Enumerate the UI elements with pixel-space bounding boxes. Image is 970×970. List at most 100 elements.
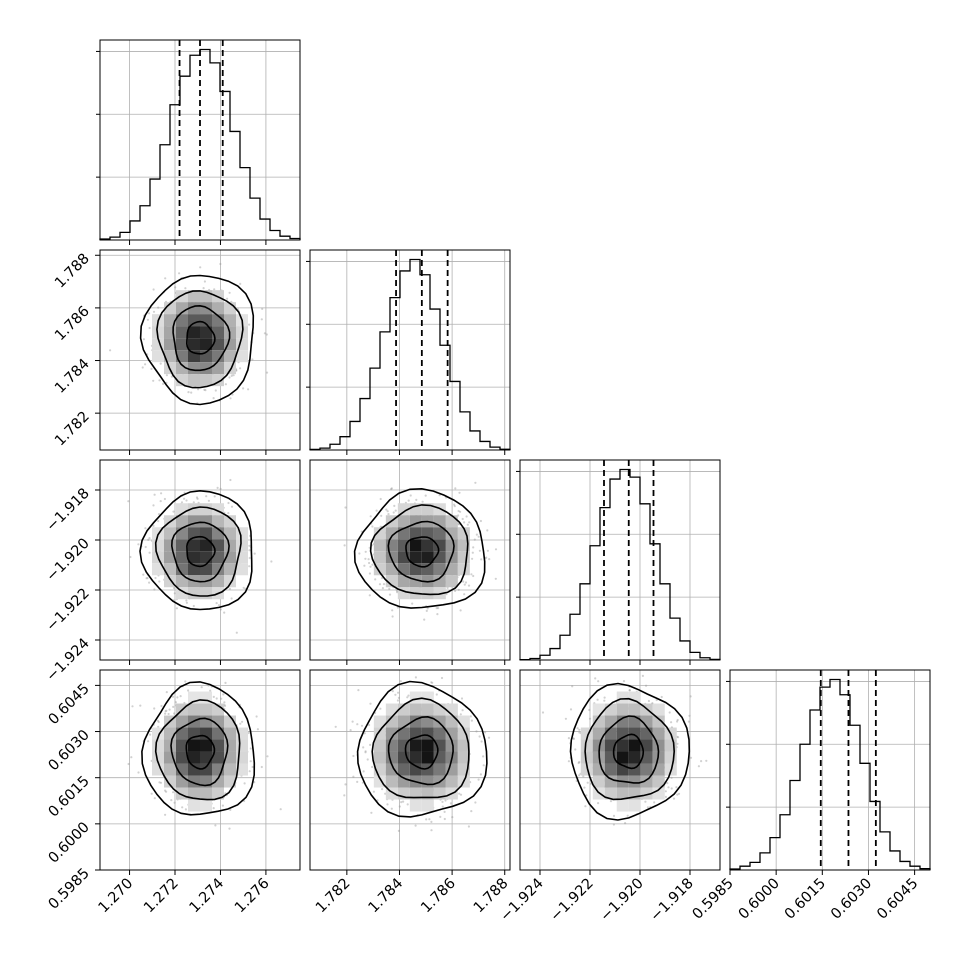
- scatter-point: [676, 718, 679, 722]
- scatter-point: [187, 689, 190, 692]
- scatter-point: [255, 715, 258, 718]
- density-cell: [188, 739, 200, 752]
- scatter-point: [209, 689, 212, 692]
- scatter-point: [461, 709, 464, 712]
- scatter-point: [266, 755, 269, 758]
- scatter-point: [655, 698, 658, 702]
- scatter-point: [343, 544, 346, 547]
- density-cell: [176, 751, 188, 764]
- density-cell: [200, 763, 212, 776]
- density-cell: [409, 799, 422, 812]
- scatter-point: [173, 592, 176, 595]
- density-cell: [616, 799, 629, 812]
- scatter-point: [479, 519, 482, 523]
- scatter-point: [567, 760, 571, 763]
- scatter-point: [263, 332, 266, 335]
- scatter-point: [687, 720, 691, 723]
- scatter-point: [645, 684, 648, 687]
- scatter-point: [148, 326, 151, 330]
- scatter-point: [144, 527, 147, 530]
- scatter-point: [185, 599, 188, 602]
- density-cell: [628, 703, 641, 716]
- scatter-point: [150, 792, 153, 795]
- scatter-point: [464, 581, 468, 584]
- scatter-point: [364, 557, 367, 560]
- density-cell: [580, 739, 593, 752]
- panel-frame: [519, 459, 721, 661]
- density-cell: [188, 503, 200, 516]
- density-cell: [409, 539, 422, 552]
- scatter-point: [185, 499, 188, 502]
- scatter-point: [478, 549, 481, 552]
- scatter-point: [677, 792, 681, 795]
- scatter-point: [200, 686, 203, 689]
- scatter-point: [190, 391, 193, 394]
- scatter-point: [425, 609, 428, 613]
- density-cell: [592, 703, 605, 716]
- density-cell: [164, 539, 176, 552]
- scatter-point: [215, 602, 218, 605]
- scatter-point: [700, 760, 703, 763]
- scatter-point: [241, 720, 244, 723]
- density-cell: [236, 350, 248, 363]
- scatter-point: [183, 497, 186, 500]
- density-cell: [664, 751, 677, 764]
- density-cell: [176, 326, 188, 339]
- scatter-point: [248, 323, 251, 326]
- density-cell: [604, 715, 617, 728]
- density-cell: [457, 751, 470, 764]
- scatter-point: [174, 286, 177, 289]
- density-cell: [212, 527, 224, 540]
- scatter-point: [578, 760, 581, 764]
- scatter-point: [449, 802, 452, 805]
- scatter-point: [494, 577, 497, 580]
- density-cell: [640, 775, 653, 788]
- density-cell: [640, 715, 653, 728]
- x-tick-label: 0.5985: [690, 876, 737, 923]
- density-cell: [385, 575, 398, 588]
- density-cell: [200, 314, 212, 327]
- density-cell: [164, 563, 176, 576]
- scatter-point: [480, 558, 483, 561]
- density-cell: [604, 787, 617, 800]
- scatter-point: [458, 792, 461, 795]
- scatter-point: [227, 501, 230, 505]
- density-cell: [397, 751, 410, 764]
- density-cell: [200, 715, 212, 728]
- density-cell: [580, 751, 593, 764]
- scatter-point: [344, 506, 347, 509]
- scatter-point: [374, 578, 377, 581]
- scatter-point: [203, 280, 206, 283]
- scatter-point: [569, 708, 573, 711]
- density-cell: [385, 551, 398, 564]
- density-cell: [373, 715, 386, 728]
- scatter-point: [219, 262, 222, 266]
- scatter-point: [459, 510, 462, 513]
- scatter-point: [430, 681, 433, 684]
- scatter-point: [441, 805, 444, 808]
- density-cell: [200, 374, 212, 387]
- scatter-point: [184, 287, 187, 290]
- density-cell: [200, 751, 212, 764]
- contour-0.5sigma: [186, 535, 216, 568]
- scatter-point: [368, 594, 371, 597]
- scatter-point: [279, 808, 282, 811]
- scatter-point: [239, 367, 242, 370]
- scatter-point: [362, 770, 365, 773]
- scatter-point: [146, 577, 149, 580]
- density-cell: [385, 527, 398, 540]
- contour-1.5sigma: [584, 697, 676, 801]
- contour-1sigma: [387, 520, 455, 583]
- scatter-point: [204, 389, 207, 392]
- scatter-point: [368, 561, 371, 565]
- scatter-point: [435, 607, 438, 610]
- density-cell: [385, 775, 398, 788]
- scatter-point: [352, 775, 355, 778]
- scatter-point: [397, 691, 400, 694]
- scatter-point: [369, 565, 372, 568]
- scatter-point: [567, 737, 571, 740]
- scatter-point: [366, 758, 369, 761]
- scatter-point: [242, 586, 245, 589]
- scatter-point: [229, 478, 232, 482]
- scatter-point: [351, 720, 354, 723]
